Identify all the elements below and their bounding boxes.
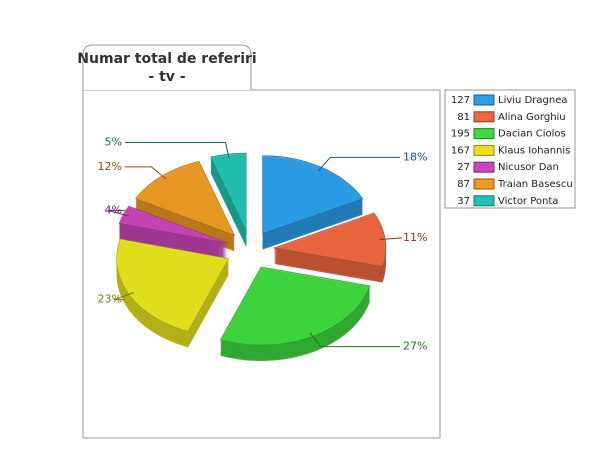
legend-swatch [473,94,495,106]
legend-swatch [473,111,495,123]
leader-line [318,156,400,171]
legend-value: 195 [451,129,470,140]
percent-label: 11% [403,231,427,244]
legend-value: 81 [457,112,470,123]
legend-label: Liviu Dragnea [498,95,567,106]
percent-label: 5% [105,136,122,149]
legend-value: 167 [451,145,470,156]
legend-swatch [473,178,495,190]
title-tab [82,44,252,90]
legend-value: 27 [457,162,470,173]
percent-label: 12% [98,160,122,173]
legend-label: Alina Gorghiu [498,112,566,123]
leader-line [309,332,400,348]
legend-label: Traian Basescu [497,179,573,190]
percent-label: 27% [403,340,427,353]
leader-line [107,209,129,217]
legend-label: Nicusor Dan [498,162,559,173]
legend-label: Klaus Iohannis [498,145,570,156]
percent-label: 18% [403,150,427,163]
legend-value: 127 [451,95,470,106]
legend-swatch [473,128,495,140]
legend-label: Victor Ponta [498,196,558,207]
legend-value: 87 [457,179,470,190]
chart-subtitle: - tv - [148,69,185,85]
legend-swatch [473,195,495,207]
percent-label: 4% [105,203,122,216]
leader-line [125,142,230,159]
legend-swatch [473,161,495,173]
leader-line [125,166,167,180]
chart-title: Numar total de referiri [77,51,256,67]
legend-frame [444,89,576,209]
leader-line [113,292,135,301]
leader-line [379,237,402,241]
percent-label: 23% [98,293,122,306]
legend-value: 37 [457,196,470,207]
legend-swatch [473,144,495,156]
legend-label: Dacian Ciolos [498,129,566,140]
